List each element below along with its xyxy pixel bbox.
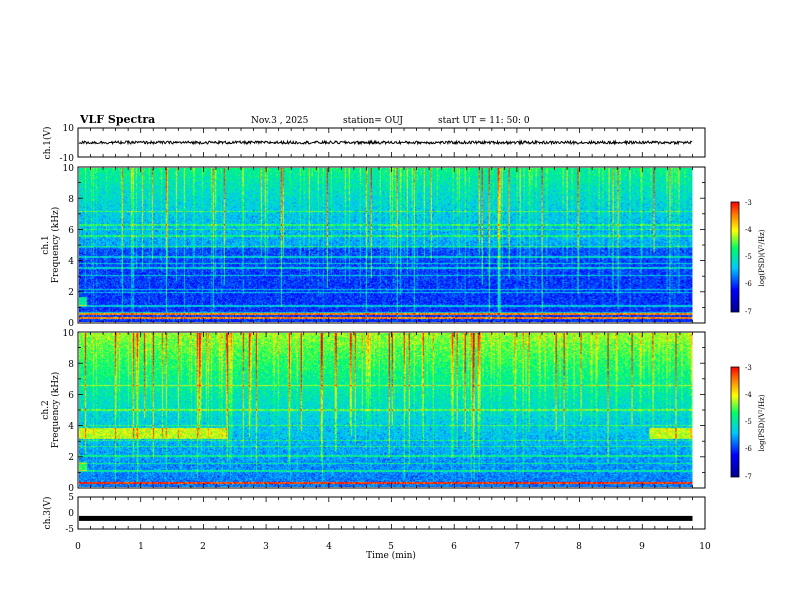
ch1-cb-tick-m3: -3 xyxy=(745,199,752,207)
ch1-cb-tick-m4: -4 xyxy=(745,226,752,234)
xtick-6: 6 xyxy=(451,542,457,552)
ch1-wave-ytick-top: 10 xyxy=(63,124,75,134)
ch3-waveform-trace xyxy=(79,515,693,521)
ch1-colorbar-gradient xyxy=(730,201,740,313)
start-time-label: start UT = 11: 50: 0 xyxy=(438,116,530,126)
station-label: station= OUJ xyxy=(343,116,403,126)
xtick-1: 1 xyxy=(138,542,144,552)
xtick-7: 7 xyxy=(514,542,520,552)
ch3-wave-ytick-top: 5 xyxy=(68,493,74,503)
ch1-spec-ytick-6: 6 xyxy=(68,226,74,236)
xtick-3: 3 xyxy=(263,542,269,552)
xtick-9: 9 xyxy=(639,542,645,552)
ch2-channel-label: ch.2 xyxy=(41,400,51,419)
ch1-waveform-trace xyxy=(78,139,693,146)
ch1-colorbar-label: log(PSD)(V²/Hz) xyxy=(758,229,766,286)
ch1-spec-ytick-2: 2 xyxy=(68,288,74,298)
ch2-cb-tick-m4: -4 xyxy=(745,391,752,399)
ch3-wave-ytick-mid: 0 xyxy=(68,509,74,519)
ch1-spec-ytick-0: 0 xyxy=(68,319,74,329)
ch2-spec-ytick-2: 2 xyxy=(68,453,74,463)
xtick-0: 0 xyxy=(75,542,81,552)
x-axis-label: Time (min) xyxy=(366,550,416,561)
ch2-spectrogram-image xyxy=(79,333,693,487)
ch2-frequency-ylabel: Frequency (kHz) xyxy=(50,372,61,449)
ch2-spec-ytick-8: 8 xyxy=(68,360,74,370)
ch2-spec-ytick-10: 10 xyxy=(63,329,75,339)
ch1-cb-tick-m6: -6 xyxy=(745,280,752,288)
ch3-wave-ytick-bottom: -5 xyxy=(65,525,74,535)
xtick-8: 8 xyxy=(576,542,582,552)
ch3-waveform-ylabel: ch.3(V) xyxy=(42,497,53,530)
xtick-4: 4 xyxy=(326,542,332,552)
xtick-2: 2 xyxy=(200,542,206,552)
ch2-colorbar: -3 -4 -5 -6 -7 log(PSD)(V²/Hz) xyxy=(730,364,766,481)
ch2-cb-tick-m5: -5 xyxy=(745,418,752,426)
ch1-frequency-ylabel: Frequency (kHz) xyxy=(50,207,61,284)
ch1-channel-label: ch.1 xyxy=(41,235,51,254)
ch2-cb-tick-m6: -6 xyxy=(745,445,752,453)
ch1-cb-tick-m5: -5 xyxy=(745,253,752,261)
ch1-colorbar: -3 -4 -5 -6 -7 log(PSD)(V²/Hz) xyxy=(730,199,766,316)
axis-ticks xyxy=(77,128,706,529)
ch1-spec-ytick-10: 10 xyxy=(63,164,75,174)
ch1-cb-tick-m7: -7 xyxy=(745,308,752,316)
ch2-spec-ytick-4: 4 xyxy=(68,422,74,432)
ch2-cb-tick-m7: -7 xyxy=(745,473,752,481)
ch1-spec-ytick-8: 8 xyxy=(68,195,74,205)
xtick-10: 10 xyxy=(699,542,711,552)
ch1-spectrogram-image xyxy=(79,168,693,322)
figure-title: VLF Spectra xyxy=(79,113,155,126)
ch2-colorbar-label: log(PSD)(V²/Hz) xyxy=(758,394,766,451)
xtick-5: 5 xyxy=(388,542,394,552)
date-label: Nov.3 , 2025 xyxy=(251,116,309,126)
ch1-waveform-ylabel: ch.1(V) xyxy=(42,127,53,160)
ch2-spec-ytick-0: 0 xyxy=(68,484,74,494)
ch2-cb-tick-m3: -3 xyxy=(745,364,752,372)
ch1-spec-ytick-4: 4 xyxy=(68,257,74,267)
ch2-spec-ytick-6: 6 xyxy=(68,391,74,401)
ch1-wave-ytick-bottom: -10 xyxy=(60,154,75,164)
ch2-colorbar-gradient xyxy=(730,366,740,478)
